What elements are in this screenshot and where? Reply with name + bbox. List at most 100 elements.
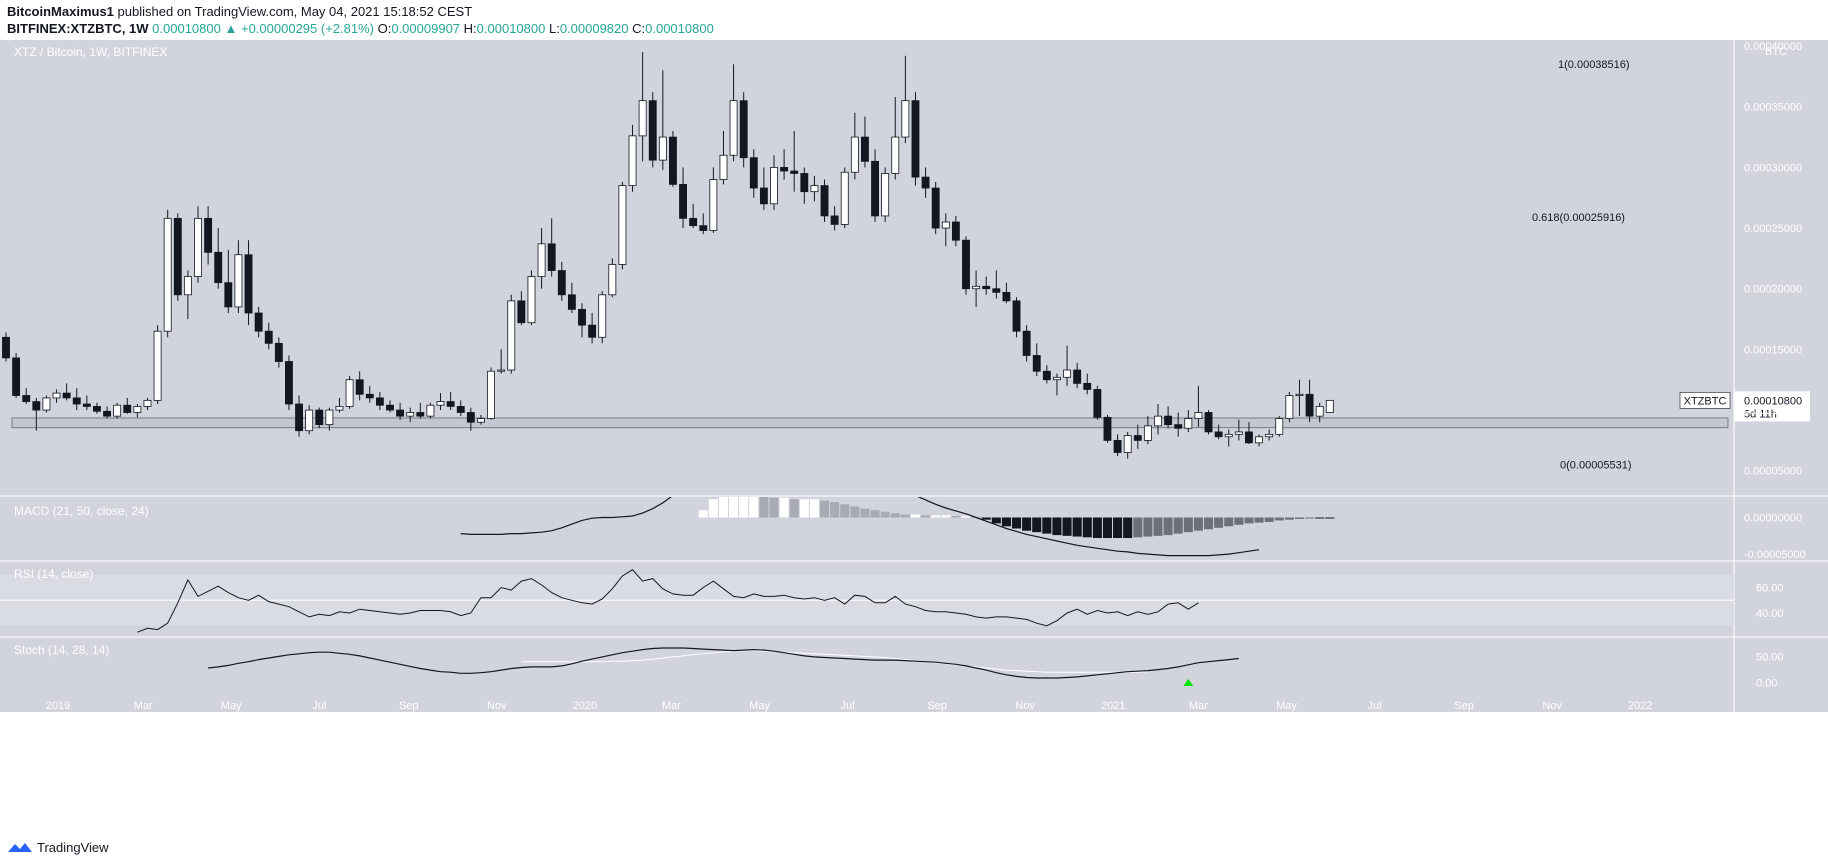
candle (1154, 404, 1162, 435)
candle (719, 131, 728, 185)
candle (578, 303, 586, 338)
last-price-value: 0.00010800 (1744, 395, 1802, 407)
candle (194, 206, 202, 283)
candle (1184, 410, 1193, 432)
candle-body (123, 404, 132, 413)
macd-histogram-bar (860, 508, 870, 518)
change-up-icon: ▲ (224, 21, 238, 36)
candle (1022, 325, 1031, 362)
candle-body (487, 370, 495, 419)
last-price-symbol: XTZBTC (1684, 395, 1727, 407)
candle-body (1315, 406, 1324, 417)
candle-body (1042, 370, 1051, 381)
candle (810, 175, 819, 202)
candle-body (204, 217, 213, 253)
candle-body (1305, 393, 1314, 417)
candle (214, 228, 223, 289)
candle (1002, 282, 1011, 304)
candle (32, 397, 41, 431)
candle (820, 179, 829, 222)
rsi-tick-label: 60.00 (1756, 583, 1784, 595)
x-tick-label: Sep (927, 700, 947, 712)
candle (911, 92, 920, 186)
macd-histogram-bar (1072, 517, 1082, 537)
close-label: C: (632, 21, 646, 36)
candle-body (709, 179, 718, 231)
open-value: 0.00009907 (391, 21, 461, 36)
candle (113, 402, 122, 419)
candle-body (1073, 369, 1082, 384)
candle (315, 407, 324, 429)
rsi-line (137, 569, 1199, 633)
candle (840, 167, 849, 229)
candle-body (911, 100, 920, 178)
x-tick-label: Mar (662, 700, 681, 712)
candle (628, 124, 637, 192)
candle (598, 291, 607, 344)
macd-histogram-bar (1062, 517, 1072, 536)
candle-body (820, 185, 829, 217)
publisher-line: BitcoinMaximus1 published on TradingView… (7, 4, 472, 19)
chart-area[interactable]: 1(0.00038516) 0.618(0.00025916) 0(0.000055… (0, 40, 1828, 850)
candle (709, 167, 718, 233)
candle-body (618, 185, 627, 265)
candle-body (547, 243, 556, 271)
symbol-label: BITFINEX:XTZBTC, 1W (7, 21, 149, 36)
macd-histogram-bar (1214, 517, 1224, 528)
candle-body (972, 285, 981, 290)
candle (123, 397, 132, 414)
macd-histogram-bar (1315, 517, 1325, 519)
high-value: 0.00010800 (476, 21, 546, 36)
chart-svg[interactable]: 1(0.00038516) 0.618(0.00025916) 0(0.000055… (0, 40, 1828, 850)
macd-histogram-bar (698, 510, 708, 518)
macd-title: MACD (21, 50, close, 24) (14, 504, 149, 518)
candle-body (881, 173, 890, 217)
candle (1103, 414, 1112, 443)
candle-body (22, 395, 31, 402)
candle (386, 400, 394, 413)
rsi-title: RSI (14, close) (14, 567, 93, 581)
macd-histogram-bar (1163, 517, 1173, 536)
footer-brand[interactable]: TradingView (37, 840, 109, 855)
candle-body (739, 100, 748, 159)
candle (547, 218, 556, 277)
price-tick-label: 0.00010000 (1744, 405, 1802, 417)
macd-histogram-bar (1264, 517, 1274, 522)
macd-histogram-bar (840, 504, 850, 518)
author-name[interactable]: BitcoinMaximus1 (7, 4, 114, 19)
candle-body (840, 171, 849, 225)
candle-body (719, 154, 728, 180)
candle (689, 203, 698, 229)
macd-histogram-bar (1294, 517, 1305, 519)
candle-body (689, 217, 698, 227)
candle (456, 400, 465, 417)
candle-body (1174, 424, 1183, 429)
candle (1305, 379, 1314, 423)
macd-histogram-bar (819, 500, 830, 518)
candle (416, 402, 425, 419)
candle (355, 371, 364, 401)
open-label: O: (377, 21, 392, 36)
candle-body (790, 170, 799, 174)
candle (1234, 419, 1243, 441)
candle-body (163, 217, 172, 332)
last-price: 0.00010800 (152, 21, 221, 36)
candle (618, 181, 627, 270)
candle-body (82, 403, 91, 407)
macd-histogram-bar (1193, 517, 1203, 531)
candle (497, 349, 506, 374)
candle-body (254, 312, 263, 332)
candle-body (941, 221, 950, 229)
candle-body (335, 406, 344, 411)
candle (770, 155, 778, 210)
candle-body (901, 100, 910, 138)
candle (790, 131, 799, 192)
candle (669, 131, 677, 187)
candle-body (173, 217, 182, 296)
candle (982, 276, 991, 295)
macd-histogram-bar (708, 499, 718, 518)
macd-histogram-bar (1052, 517, 1062, 536)
candle-body (42, 397, 51, 411)
candle (527, 270, 536, 326)
candle-body (1204, 412, 1213, 433)
